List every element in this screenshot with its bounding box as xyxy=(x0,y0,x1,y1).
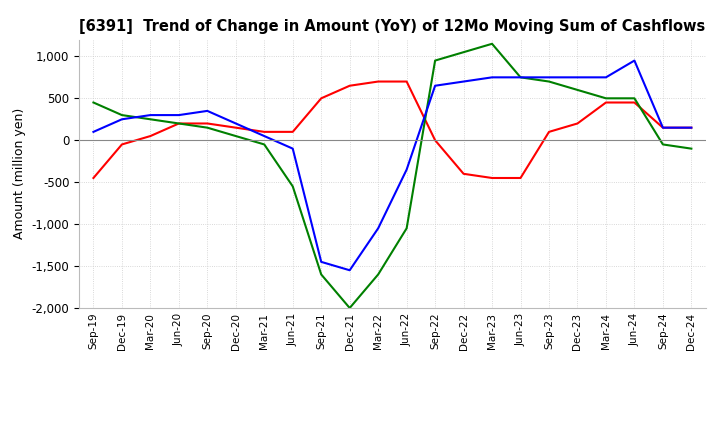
Investing Cashflow xyxy=(146,117,155,122)
Free Cashflow xyxy=(487,75,496,80)
Investing Cashflow xyxy=(117,113,126,118)
Operating Cashflow xyxy=(602,100,611,105)
Operating Cashflow xyxy=(260,129,269,135)
Y-axis label: Amount (million yen): Amount (million yen) xyxy=(13,108,26,239)
Operating Cashflow xyxy=(117,142,126,147)
Free Cashflow xyxy=(232,121,240,126)
Operating Cashflow xyxy=(346,83,354,88)
Investing Cashflow xyxy=(174,121,183,126)
Investing Cashflow xyxy=(89,100,98,105)
Investing Cashflow xyxy=(602,95,611,101)
Investing Cashflow xyxy=(402,226,411,231)
Free Cashflow xyxy=(545,75,554,80)
Free Cashflow xyxy=(146,113,155,118)
Free Cashflow xyxy=(402,167,411,172)
Investing Cashflow xyxy=(545,79,554,84)
Operating Cashflow xyxy=(89,176,98,181)
Free Cashflow xyxy=(203,108,212,114)
Operating Cashflow xyxy=(659,125,667,130)
Free Cashflow xyxy=(573,75,582,80)
Free Cashflow xyxy=(174,113,183,118)
Operating Cashflow xyxy=(687,125,696,130)
Line: Free Cashflow: Free Cashflow xyxy=(94,61,691,270)
Operating Cashflow xyxy=(431,138,439,143)
Free Cashflow xyxy=(260,133,269,139)
Operating Cashflow xyxy=(545,129,554,135)
Operating Cashflow xyxy=(487,176,496,181)
Operating Cashflow xyxy=(630,100,639,105)
Investing Cashflow xyxy=(317,272,325,277)
Free Cashflow xyxy=(289,146,297,151)
Free Cashflow xyxy=(659,125,667,130)
Line: Investing Cashflow: Investing Cashflow xyxy=(94,44,691,308)
Operating Cashflow xyxy=(203,121,212,126)
Investing Cashflow xyxy=(203,125,212,130)
Investing Cashflow xyxy=(630,95,639,101)
Operating Cashflow xyxy=(232,125,240,130)
Free Cashflow xyxy=(516,75,525,80)
Investing Cashflow xyxy=(573,87,582,92)
Operating Cashflow xyxy=(317,95,325,101)
Investing Cashflow xyxy=(431,58,439,63)
Investing Cashflow xyxy=(346,305,354,311)
Operating Cashflow xyxy=(289,129,297,135)
Operating Cashflow xyxy=(573,121,582,126)
Free Cashflow xyxy=(602,75,611,80)
Investing Cashflow xyxy=(687,146,696,151)
Title: [6391]  Trend of Change in Amount (YoY) of 12Mo Moving Sum of Cashflows: [6391] Trend of Change in Amount (YoY) o… xyxy=(79,19,706,34)
Investing Cashflow xyxy=(289,184,297,189)
Free Cashflow xyxy=(317,259,325,264)
Investing Cashflow xyxy=(260,142,269,147)
Investing Cashflow xyxy=(487,41,496,47)
Free Cashflow xyxy=(687,125,696,130)
Operating Cashflow xyxy=(146,133,155,139)
Operating Cashflow xyxy=(174,121,183,126)
Investing Cashflow xyxy=(374,272,382,277)
Investing Cashflow xyxy=(659,142,667,147)
Investing Cashflow xyxy=(232,133,240,139)
Operating Cashflow xyxy=(516,176,525,181)
Free Cashflow xyxy=(346,268,354,273)
Free Cashflow xyxy=(374,226,382,231)
Investing Cashflow xyxy=(516,75,525,80)
Free Cashflow xyxy=(459,79,468,84)
Free Cashflow xyxy=(89,129,98,135)
Line: Operating Cashflow: Operating Cashflow xyxy=(94,81,691,178)
Operating Cashflow xyxy=(459,171,468,176)
Free Cashflow xyxy=(630,58,639,63)
Investing Cashflow xyxy=(459,50,468,55)
Operating Cashflow xyxy=(402,79,411,84)
Free Cashflow xyxy=(431,83,439,88)
Operating Cashflow xyxy=(374,79,382,84)
Free Cashflow xyxy=(117,117,126,122)
